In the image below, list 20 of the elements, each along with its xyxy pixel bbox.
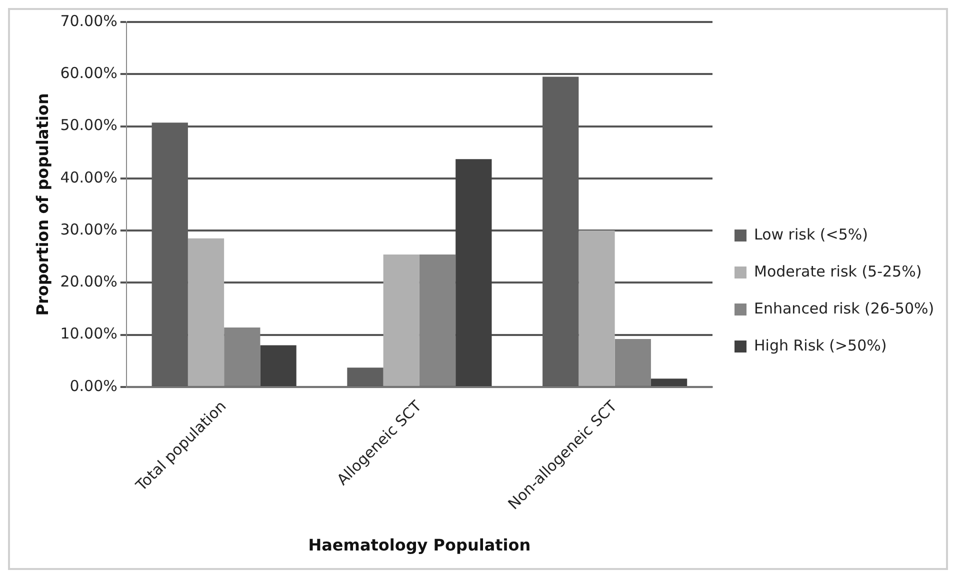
bar <box>578 230 615 386</box>
y-axis-title: Proportion of population <box>32 93 52 316</box>
y-tick-label: 30.00% <box>60 220 118 238</box>
legend-label: Enhanced risk (26-50%) <box>754 299 934 318</box>
legend-label: Low risk (<5%) <box>754 225 868 244</box>
legend-label: High Risk (>50%) <box>754 336 887 354</box>
y-tick-label: 50.00% <box>60 116 118 134</box>
bar <box>650 378 688 386</box>
y-tick-label: 40.00% <box>60 168 118 186</box>
y-tick-label: 70.00% <box>60 12 118 30</box>
y-tick-label: 20.00% <box>60 272 118 291</box>
y-tick-label: 10.00% <box>60 324 118 343</box>
x-axis-title: Haematology Population <box>308 536 531 555</box>
bar <box>456 159 492 386</box>
bar <box>260 345 296 386</box>
bar <box>188 238 224 386</box>
y-tick-label: 60.00% <box>60 64 118 82</box>
legend-label: Moderate risk (5-25%) <box>754 262 922 280</box>
y-tick-label: 0.00% <box>70 376 118 395</box>
bar <box>383 254 420 386</box>
